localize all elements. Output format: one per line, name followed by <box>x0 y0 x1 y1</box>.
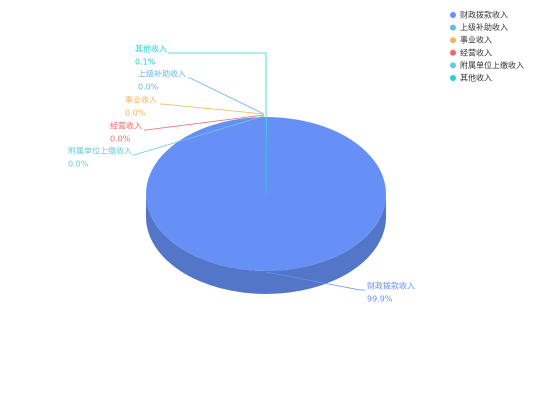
legend-label: 事业收入 <box>460 35 492 45</box>
pie-side <box>146 194 386 294</box>
value-label: 0.0% <box>110 135 131 144</box>
slice-label: 经营收入 <box>110 121 142 131</box>
slice-label: 上级补助收入 <box>138 69 186 79</box>
legend-marker <box>450 75 456 81</box>
value-label: 99.9% <box>367 295 393 304</box>
legend-label: 上级补助收入 <box>460 22 508 32</box>
leader-line <box>132 115 265 156</box>
value-label: 0.0% <box>68 160 89 169</box>
value-label: 0.0% <box>125 109 146 118</box>
leader-line <box>144 114 265 131</box>
legend-marker <box>450 24 456 31</box>
slice-label: 事业收入 <box>125 95 157 105</box>
legend-marker <box>450 49 456 56</box>
legend-label: 经营收入 <box>460 47 492 57</box>
legend-marker <box>450 12 456 18</box>
legend-label: 财政拨款收入 <box>460 10 508 20</box>
legend-label: 附属单位上缴收入 <box>460 60 524 70</box>
legend-label: 其他收入 <box>460 73 492 83</box>
slice-label: 其他收入 <box>135 44 167 54</box>
slice-label: 财政拨款收入 <box>367 281 415 291</box>
leader-line <box>160 103 265 115</box>
leader-line <box>188 77 265 115</box>
legend-marker <box>450 37 456 44</box>
leader-line <box>265 271 365 291</box>
slice-label: 附属单位上缴收入 <box>68 146 132 156</box>
value-label: 0.0% <box>138 83 159 92</box>
legend-marker <box>450 62 456 69</box>
leader-line <box>168 52 267 195</box>
value-label: 0.1% <box>135 58 156 67</box>
